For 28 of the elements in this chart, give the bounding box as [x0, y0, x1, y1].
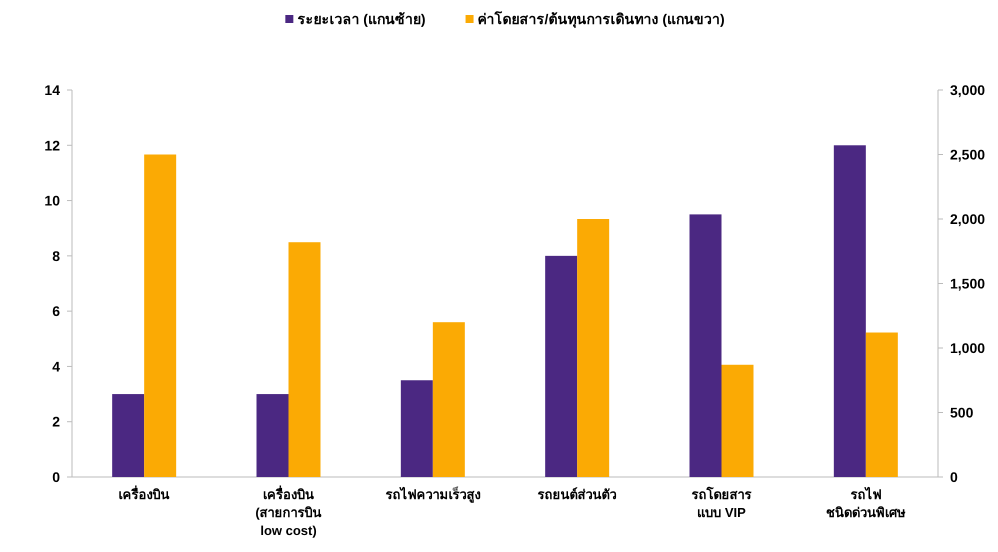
y-tick-label: 14	[44, 82, 60, 98]
bar	[690, 214, 722, 477]
bar	[288, 242, 320, 477]
y-tick-label: 2	[52, 414, 60, 430]
x-tick-label: รถยนต์ส่วนตัว	[538, 487, 617, 502]
y2-tick-label: 3,000	[950, 82, 986, 98]
legend-label: ค่าโดยสาร/ต้นทุนการเดินทาง (แกนขวา)	[478, 10, 725, 28]
x-tick-label: เครื่องบิน (สายการบิน low cost)	[255, 485, 322, 538]
x-tick-label: รถไฟ ชนิดด่วนพิเศษ	[826, 486, 906, 520]
legend-label: ระยะเวลา (แกนซ้าย)	[297, 11, 426, 27]
y-tick-label: 8	[52, 248, 60, 264]
y2-tick-label: 1,000	[950, 340, 986, 356]
y2-tick-label: 2,000	[950, 211, 986, 227]
bar	[834, 145, 866, 477]
y2-tick-label: 500	[950, 404, 974, 420]
bar	[112, 394, 144, 477]
y2-tick-label: 2,500	[950, 146, 986, 162]
x-tick-label: เครื่องบิน	[118, 485, 170, 502]
y-tick-label: 6	[52, 303, 60, 320]
y2-tick-label: 0	[950, 469, 958, 485]
y2-tick-label: 1,500	[950, 276, 986, 292]
bar	[144, 154, 176, 477]
y-tick-label: 10	[44, 192, 60, 209]
y-tick-label: 12	[44, 137, 60, 154]
y-tick-label: 4	[52, 358, 60, 374]
x-tick-label: รถโดยสาร แบบ VIP	[692, 486, 752, 520]
x-tick-label: รถไฟความเร็วสูง	[385, 485, 480, 503]
y-tick-label: 0	[52, 469, 60, 485]
